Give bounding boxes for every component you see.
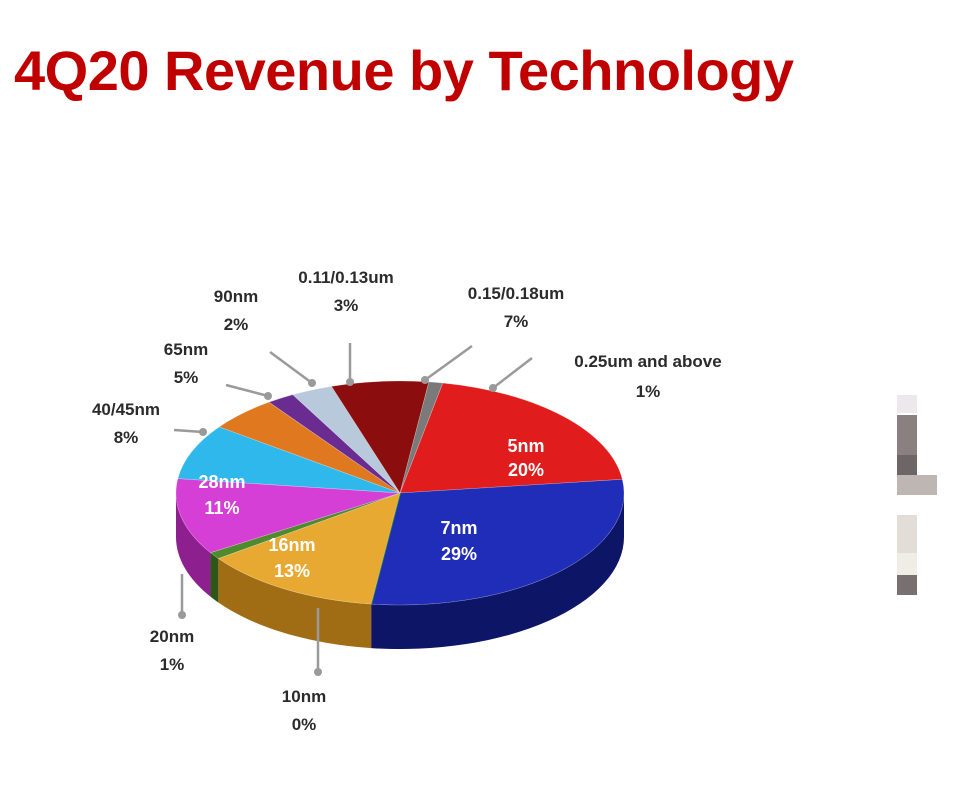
leader-dot-0-11-0-13um: [346, 378, 354, 386]
slice-label-name-7nm: 7nm: [440, 518, 477, 538]
slice-label-value-0-25um-and-above: 1%: [636, 382, 661, 401]
slice-label-value-90nm: 2%: [224, 315, 249, 334]
leader-dot-65nm: [264, 392, 272, 400]
pie-slice-0-25um-and-above: [399, 381, 444, 494]
thumbnail-block: [897, 415, 917, 455]
slice-label-name-28nm: 28nm: [198, 472, 245, 492]
leader-dot-0-25um-and-above: [489, 384, 497, 392]
pie-side-16nm: [218, 558, 372, 649]
pie-slice-0-11-0-13um: [292, 386, 401, 494]
slice-label-name-5nm: 5nm: [507, 436, 544, 456]
slice-label-name-0-11-0-13um: 0.11/0.13um: [298, 268, 393, 287]
pie-slice-90nm: [268, 394, 401, 494]
leader-line-90nm: [269, 350, 313, 385]
slice-label-value-0-11-0-13um: 3%: [334, 296, 359, 315]
leader-dot-40-45nm: [199, 428, 207, 436]
side-thumbnail-strip: [897, 395, 937, 600]
thumbnail-block: [897, 515, 917, 553]
thumbnail-block: [897, 455, 917, 475]
leader-line-0-15-0-18um: [424, 344, 473, 382]
leader-line-40-45nm: [173, 428, 204, 434]
thumbnail-block: [897, 475, 937, 495]
slice-label-value-16nm: 13%: [274, 561, 310, 581]
slice-label-name-0-15-0-18um: 0.15/0.18um: [468, 284, 564, 303]
pie-slice-0-15-0-18um: [331, 380, 430, 494]
slice-label-value-40-45nm: 8%: [114, 428, 139, 447]
pie-slice-5nm: [399, 382, 623, 494]
pie-slice-10nm: [370, 492, 401, 605]
pie-sides: [176, 493, 624, 649]
pie-slice-65nm: [218, 401, 401, 494]
pie-slice-7nm: [370, 479, 625, 606]
pie-side-28nm: [176, 493, 211, 597]
leader-dot-0-15-0-18um: [421, 376, 429, 384]
slice-label-value-5nm: 20%: [508, 460, 544, 480]
slice-label-value-10nm: 0%: [292, 715, 317, 734]
slice-label-value-65nm: 5%: [174, 368, 199, 387]
slice-label-name-16nm: 16nm: [268, 535, 315, 555]
pie-slice-20nm: [209, 492, 401, 559]
pie-leaders: [173, 343, 533, 676]
pie-slice-16nm: [217, 492, 401, 605]
thumbnail-block: [897, 553, 917, 575]
slice-label-value-28nm: 11%: [204, 498, 239, 518]
pie-slice-28nm: [175, 478, 401, 554]
pie-slice-40-45nm: [177, 426, 401, 494]
thumbnail-block: [897, 575, 917, 595]
leader-dot-10nm: [314, 668, 322, 676]
slice-label-name-40-45nm: 40/45nm: [92, 400, 160, 419]
leader-line-0-25um-and-above: [492, 357, 533, 389]
slice-label-name-65nm: 65nm: [164, 340, 208, 359]
slice-label-name-20nm: 20nm: [150, 627, 194, 646]
slice-label-name-90nm: 90nm: [214, 287, 258, 306]
pie-tops: [175, 380, 625, 606]
leader-dot-90nm: [308, 379, 316, 387]
leader-line-65nm: [225, 383, 269, 398]
slice-label-name-10nm: 10nm: [282, 687, 326, 706]
slice-label-name-0-25um-and-above: 0.25um and above: [574, 352, 721, 371]
pie-side-7nm: [371, 493, 624, 649]
slice-label-value-0-15-0-18um: 7%: [504, 312, 529, 331]
pie-side-20nm: [210, 552, 219, 603]
chart-title: 4Q20 Revenue by Technology: [14, 39, 794, 102]
slice-label-value-20nm: 1%: [160, 655, 185, 674]
pie-labels: 5nm 20% 7nm 29% 10nm 0% 16nm 13% 20nm 1% 28nm 11% 40…: [92, 268, 722, 734]
slice-label-value-7nm: 29%: [441, 544, 477, 564]
thumbnail-block: [897, 395, 917, 413]
leader-dot-20nm: [178, 611, 186, 619]
